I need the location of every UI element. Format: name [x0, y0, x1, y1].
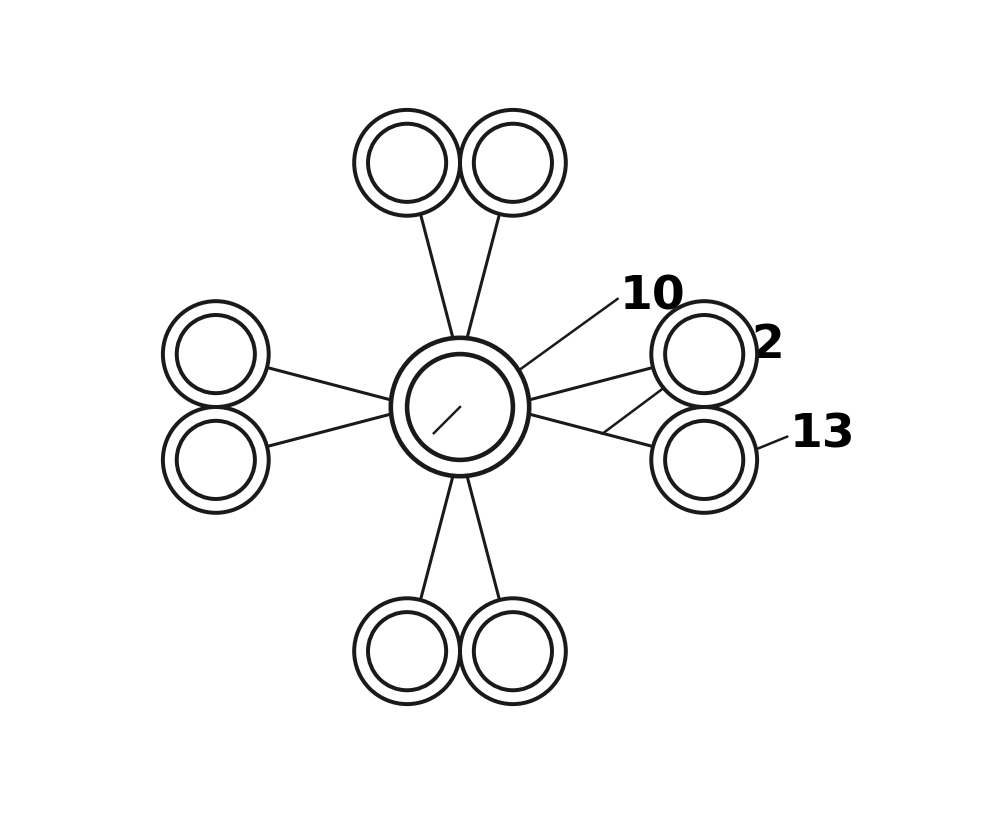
Text: 12: 12 [720, 323, 786, 369]
Circle shape [368, 124, 446, 202]
Circle shape [354, 598, 460, 704]
Circle shape [354, 110, 460, 216]
Circle shape [163, 407, 269, 513]
Circle shape [407, 354, 513, 460]
Circle shape [460, 598, 566, 704]
Circle shape [177, 315, 255, 393]
Circle shape [665, 421, 743, 499]
Circle shape [368, 612, 446, 690]
Text: 10: 10 [620, 274, 686, 320]
Circle shape [665, 315, 743, 393]
Circle shape [163, 301, 269, 407]
Circle shape [460, 110, 566, 216]
Circle shape [474, 612, 552, 690]
Circle shape [391, 338, 529, 476]
Circle shape [651, 407, 757, 513]
Circle shape [474, 124, 552, 202]
Circle shape [177, 421, 255, 499]
Circle shape [651, 301, 757, 407]
Text: 13: 13 [790, 413, 856, 458]
